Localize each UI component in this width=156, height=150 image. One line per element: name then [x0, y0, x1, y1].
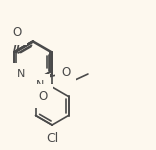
Text: N: N — [17, 69, 25, 79]
Text: O: O — [12, 27, 22, 39]
Text: O: O — [38, 90, 48, 102]
Text: N: N — [36, 80, 44, 90]
Text: O: O — [61, 66, 71, 80]
Text: Cl: Cl — [46, 132, 58, 145]
